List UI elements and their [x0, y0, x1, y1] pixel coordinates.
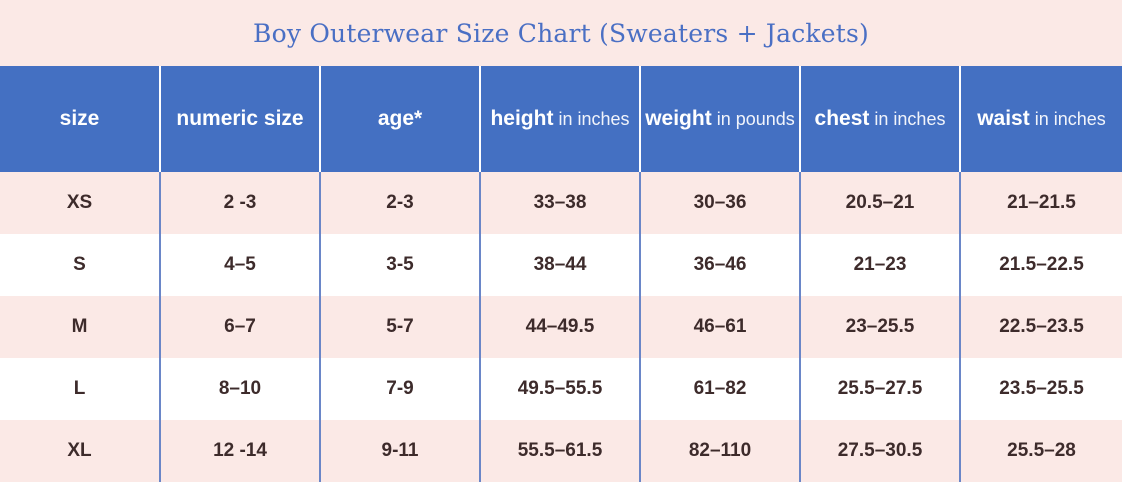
- header-age: age*: [319, 66, 480, 172]
- header-row: size numeric size age* height in inches …: [0, 66, 1122, 172]
- size-table: size numeric size age* height in inches …: [0, 66, 1122, 482]
- cell-chest: 20.5–21: [799, 172, 960, 234]
- table-row: L 8–10 7-9 49.5–55.5 61–82 25.5–27.5 23.…: [0, 358, 1122, 420]
- header-unit: in inches: [558, 109, 630, 129]
- cell-chest: 27.5–30.5: [799, 420, 960, 482]
- cell-weight: 61–82: [639, 358, 800, 420]
- table-row: S 4–5 3-5 38–44 36–46 21–23 21.5–22.5: [0, 234, 1122, 296]
- header-chest: chest in inches: [799, 66, 960, 172]
- header-numeric-size: numeric size: [159, 66, 320, 172]
- header-weight: weight in pounds: [639, 66, 800, 172]
- cell-size: XL: [0, 420, 160, 482]
- cell-waist: 21–21.5: [959, 172, 1122, 234]
- header-label: chest: [814, 107, 870, 130]
- cell-waist: 23.5–25.5: [959, 358, 1122, 420]
- cell-numeric-size: 8–10: [159, 358, 320, 420]
- cell-height: 49.5–55.5: [479, 358, 640, 420]
- cell-weight: 46–61: [639, 296, 800, 358]
- title-band: Boy Outerwear Size Chart (Sweaters + Jac…: [0, 0, 1122, 66]
- cell-size: XS: [0, 172, 160, 234]
- cell-age: 9-11: [319, 420, 480, 482]
- table-row: XS 2 -3 2-3 33–38 30–36 20.5–21 21–21.5: [0, 172, 1122, 234]
- header-label: numeric size: [176, 107, 304, 130]
- cell-numeric-size: 6–7: [159, 296, 320, 358]
- cell-age: 3-5: [319, 234, 480, 296]
- cell-height: 55.5–61.5: [479, 420, 640, 482]
- cell-waist: 22.5–23.5: [959, 296, 1122, 358]
- header-label: age*: [377, 107, 423, 130]
- header-waist: waist in inches: [959, 66, 1122, 172]
- cell-waist: 25.5–28: [959, 420, 1122, 482]
- cell-waist: 21.5–22.5: [959, 234, 1122, 296]
- cell-size: M: [0, 296, 160, 358]
- header-unit: in inches: [1034, 109, 1106, 129]
- cell-numeric-size: 4–5: [159, 234, 320, 296]
- cell-weight: 36–46: [639, 234, 800, 296]
- cell-chest: 25.5–27.5: [799, 358, 960, 420]
- cell-weight: 82–110: [639, 420, 800, 482]
- table-row: XL 12 -14 9-11 55.5–61.5 82–110 27.5–30.…: [0, 420, 1122, 482]
- header-label: weight: [645, 107, 712, 130]
- header-label: size: [59, 107, 100, 130]
- cell-age: 7-9: [319, 358, 480, 420]
- header-unit: in inches: [874, 109, 946, 129]
- table-row: M 6–7 5-7 44–49.5 46–61 23–25.5 22.5–23.…: [0, 296, 1122, 358]
- cell-numeric-size: 12 -14: [159, 420, 320, 482]
- header-size: size: [0, 66, 160, 172]
- cell-weight: 30–36: [639, 172, 800, 234]
- cell-height: 38–44: [479, 234, 640, 296]
- chart-title: Boy Outerwear Size Chart (Sweaters + Jac…: [253, 18, 869, 48]
- header-height: height in inches: [479, 66, 640, 172]
- header-label: height: [490, 107, 554, 130]
- cell-chest: 23–25.5: [799, 296, 960, 358]
- cell-height: 44–49.5: [479, 296, 640, 358]
- cell-age: 2-3: [319, 172, 480, 234]
- cell-age: 5-7: [319, 296, 480, 358]
- header-label: waist: [977, 107, 1030, 130]
- cell-size: L: [0, 358, 160, 420]
- cell-chest: 21–23: [799, 234, 960, 296]
- cell-height: 33–38: [479, 172, 640, 234]
- cell-size: S: [0, 234, 160, 296]
- header-unit: in pounds: [716, 109, 795, 129]
- cell-numeric-size: 2 -3: [159, 172, 320, 234]
